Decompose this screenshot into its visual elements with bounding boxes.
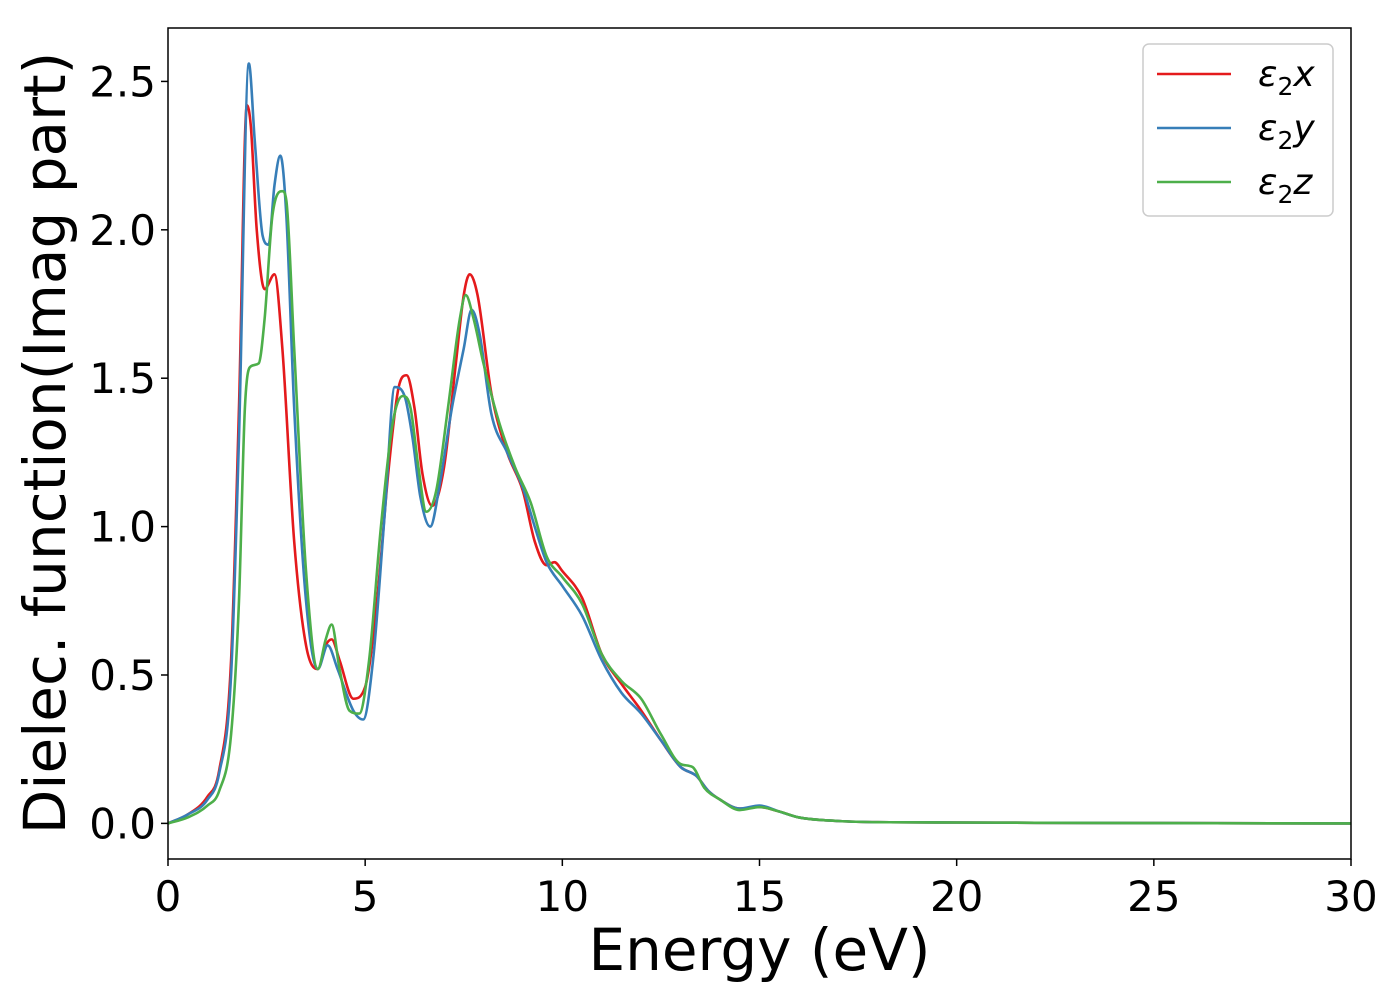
y-tick-label: 0.5: [89, 651, 156, 700]
legend-label-suffix: x: [1292, 54, 1315, 95]
legend-label-subscript: 2: [1277, 72, 1293, 101]
y-axis-label: Dielec. function(Imag part): [11, 52, 79, 835]
legend-label-x: ε2x: [1258, 54, 1315, 101]
x-tick-label: 20: [930, 872, 983, 921]
y-tick-label: 1.0: [89, 503, 156, 552]
series-line-y: [167, 62, 1352, 825]
y-tick-label: 2.0: [89, 206, 156, 255]
x-tick-label: 30: [1324, 872, 1377, 921]
series-layer: [167, 62, 1352, 825]
legend-label-base: ε: [1258, 54, 1277, 95]
y-tick-label: 2.5: [89, 57, 156, 106]
legend-label-base: ε: [1258, 108, 1277, 149]
x-tick-label: 15: [733, 872, 786, 921]
x-tick-label: 0: [155, 872, 182, 921]
legend-label-suffix: z: [1292, 162, 1313, 203]
y-axis: 0.0 0.5 1.0 1.5 2.0 2.5: [89, 57, 168, 848]
x-tick-label: 5: [352, 872, 379, 921]
legend-label-z: ε2z: [1258, 162, 1313, 209]
legend-label-suffix: y: [1292, 108, 1315, 149]
series-line-z: [167, 189, 1352, 825]
legend-label-base: ε: [1258, 162, 1277, 203]
y-tick-label: 1.5: [89, 354, 156, 403]
x-axis-label: Energy (eV): [588, 916, 930, 984]
legend-label-subscript: 2: [1277, 180, 1293, 209]
legend-label-y: ε2y: [1258, 108, 1315, 155]
legend-label-subscript: 2: [1277, 126, 1293, 155]
x-axis: 0 5 10 15 20 25 30: [155, 859, 1378, 921]
legend-frame: [1142, 43, 1334, 217]
x-tick-label: 25: [1127, 872, 1180, 921]
x-tick-label: 10: [536, 872, 589, 921]
y-tick-label: 0.0: [89, 799, 156, 848]
